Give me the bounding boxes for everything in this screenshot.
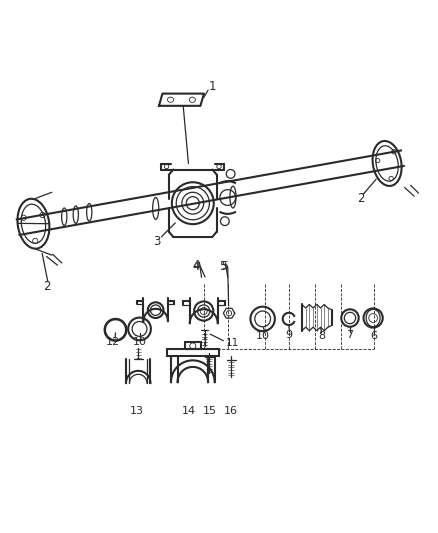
Text: 2: 2: [357, 192, 365, 205]
Text: 15: 15: [202, 406, 216, 416]
Text: 13: 13: [130, 406, 144, 416]
Text: 10: 10: [133, 337, 147, 346]
Text: 9: 9: [285, 329, 293, 340]
Text: 6: 6: [371, 332, 378, 341]
Text: 5: 5: [219, 260, 226, 273]
Text: 10: 10: [256, 332, 270, 341]
Text: 14: 14: [182, 406, 196, 416]
Text: 5: 5: [221, 261, 228, 271]
Text: 11: 11: [226, 338, 239, 348]
Text: 1: 1: [208, 80, 216, 93]
Text: 2: 2: [43, 280, 50, 293]
Text: 8: 8: [318, 332, 325, 341]
Text: 16: 16: [224, 406, 238, 416]
Text: 4: 4: [192, 262, 199, 271]
Text: 12: 12: [106, 337, 120, 346]
Text: 4: 4: [193, 259, 200, 272]
Text: 7: 7: [346, 329, 353, 340]
Text: 3: 3: [153, 235, 161, 248]
